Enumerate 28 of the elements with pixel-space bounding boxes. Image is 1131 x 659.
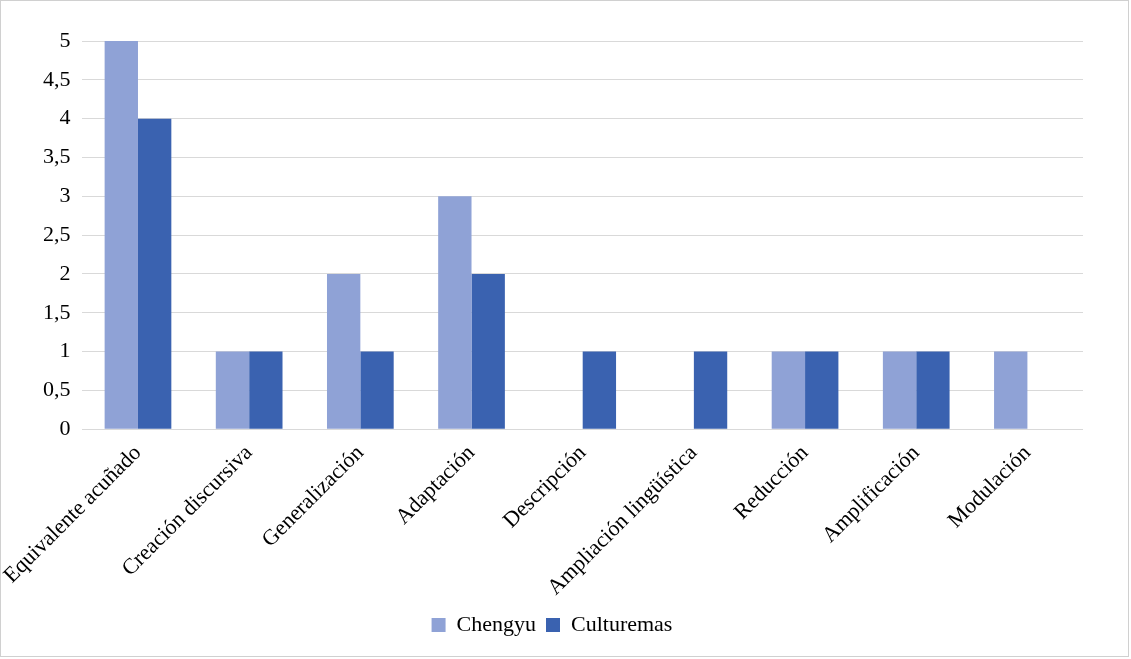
legend-label: Chengyu — [456, 610, 537, 636]
y-tick-label: 5 — [59, 26, 71, 52]
bar — [326, 273, 361, 429]
legend-label: Culturemas — [571, 610, 673, 636]
bar — [693, 351, 728, 429]
bar — [360, 351, 394, 429]
bar — [471, 273, 505, 429]
bar — [916, 351, 950, 429]
bar — [249, 351, 283, 429]
y-tick-label: 0,5 — [42, 376, 71, 402]
y-tick-label: 2,5 — [42, 220, 71, 246]
y-tick-label: 0 — [59, 414, 71, 440]
y-tick-label: 4 — [59, 104, 71, 130]
bar — [805, 351, 839, 429]
bar — [104, 41, 138, 429]
y-tick-label: 2 — [59, 259, 71, 285]
bar — [215, 351, 250, 429]
y-tick-label: 3,5 — [42, 143, 71, 169]
bar — [582, 351, 617, 429]
bar — [438, 196, 472, 429]
y-tick-label: 1 — [59, 337, 71, 363]
y-tick-label: 1,5 — [42, 298, 71, 324]
bar — [994, 351, 1028, 429]
y-tick-label: 3 — [59, 182, 71, 208]
bar — [882, 351, 917, 429]
y-tick-label: 4,5 — [42, 65, 71, 91]
bar — [137, 118, 172, 429]
bar — [771, 351, 806, 429]
